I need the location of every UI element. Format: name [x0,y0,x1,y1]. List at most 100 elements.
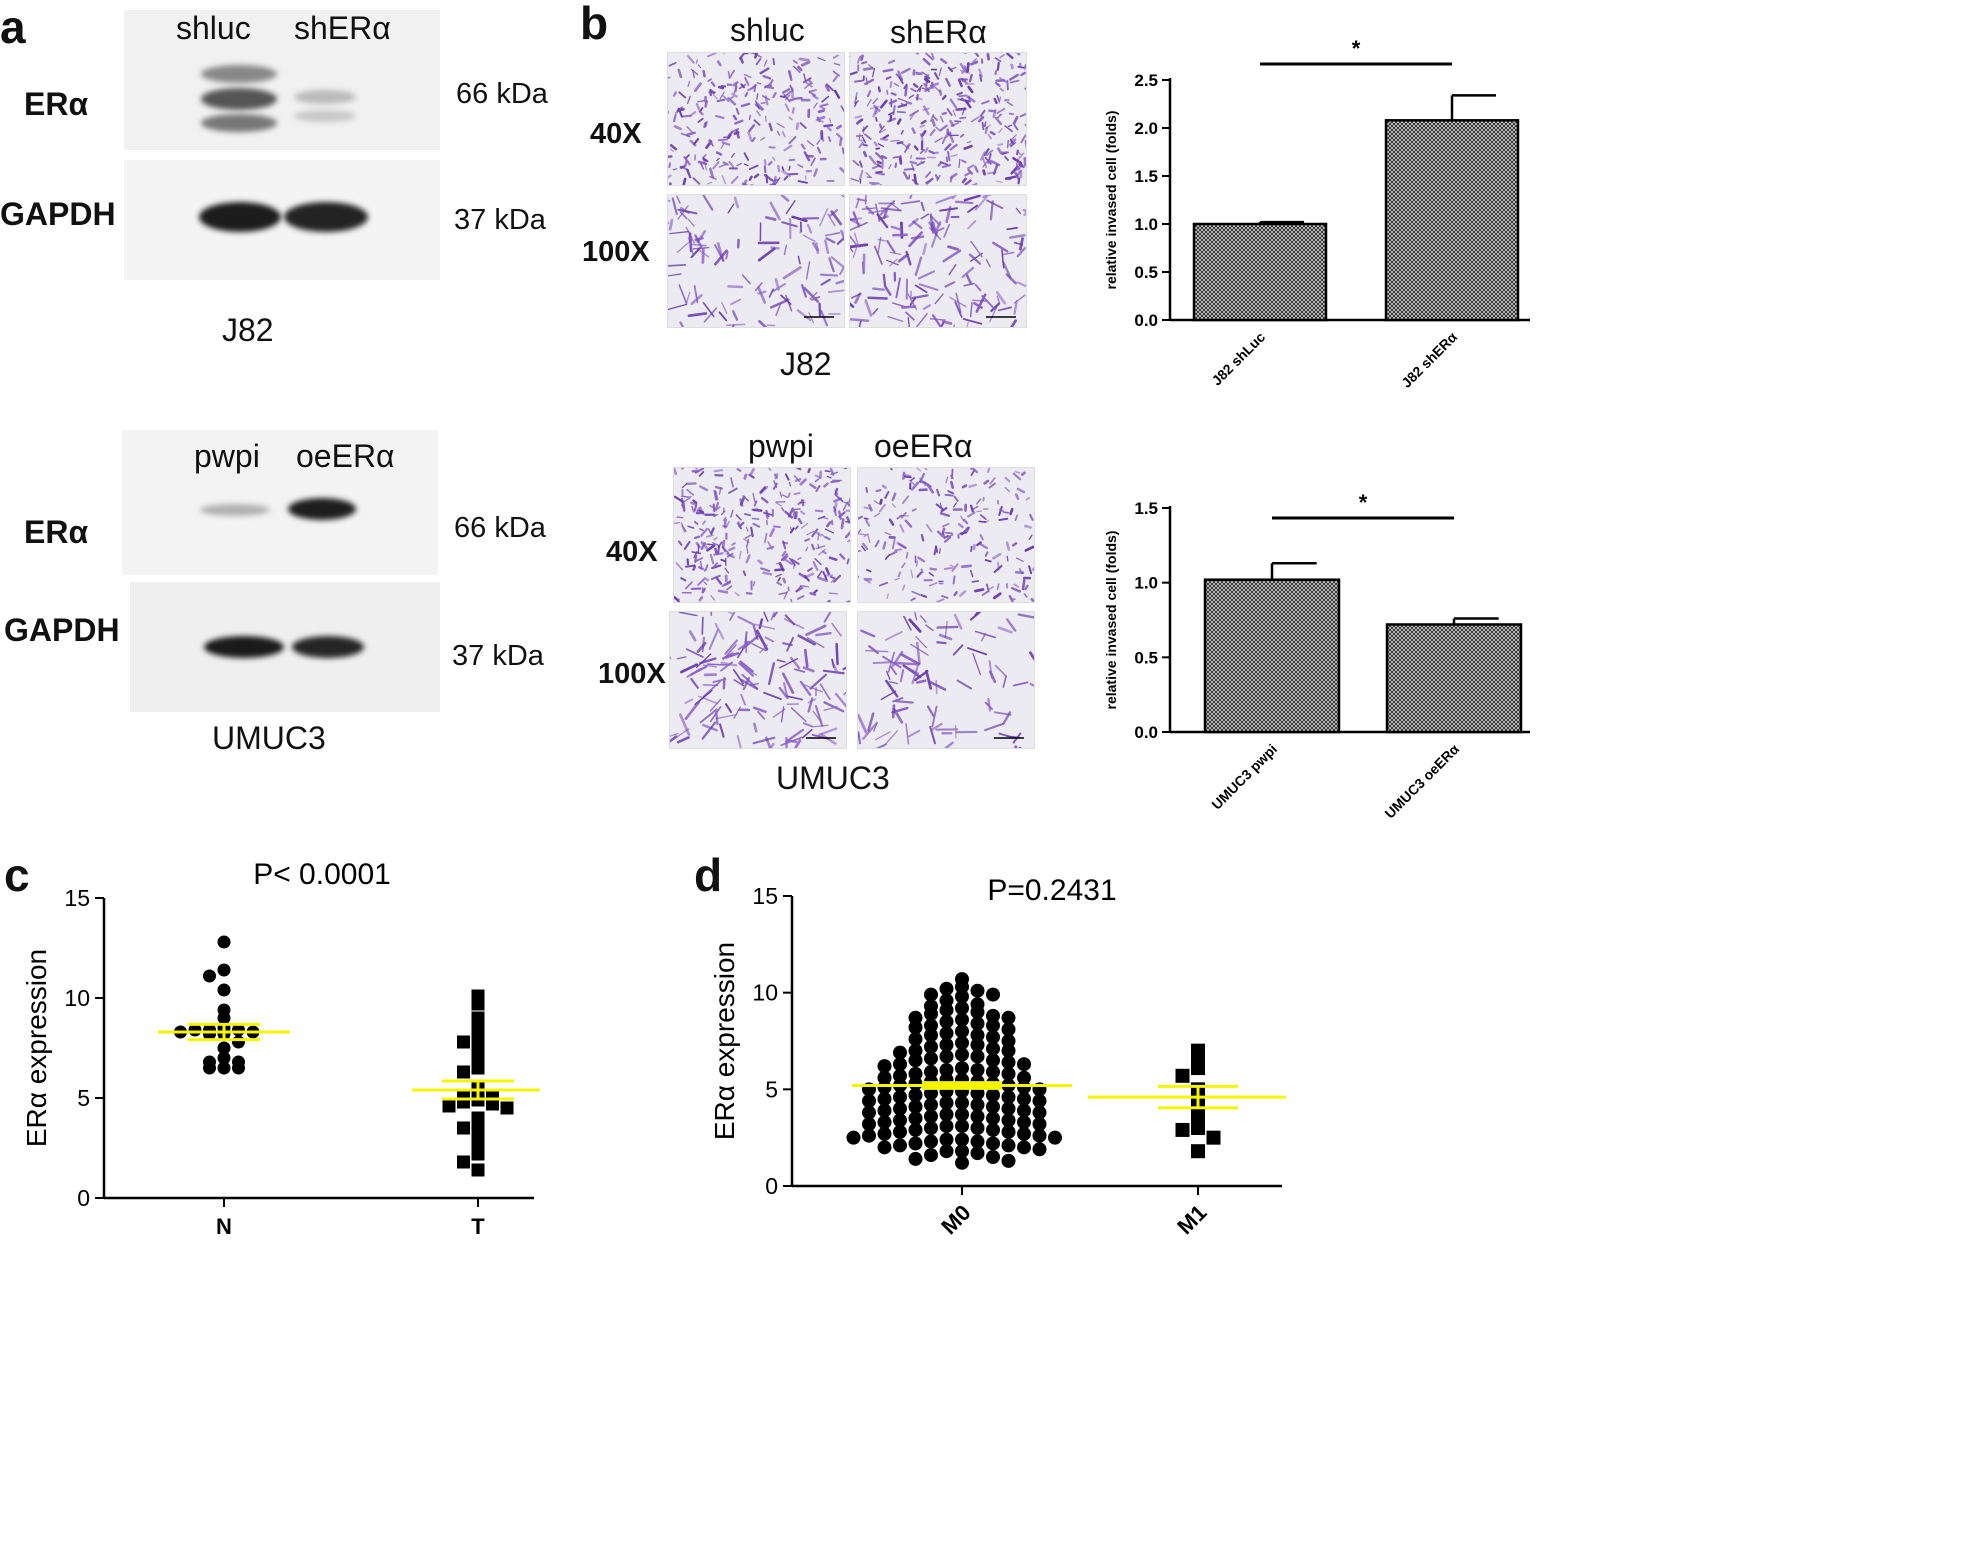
data-point [970,1005,985,1019]
data-point [970,1016,985,1031]
cell-line-label: UMUC3 [212,720,326,756]
data-point [986,1088,1000,1103]
data-point [486,1097,499,1111]
protein-label: GAPDH [4,612,120,648]
data-point [877,1103,892,1118]
mw-label: 37 kDa [454,204,546,236]
cell-line-label: UMUC3 [776,760,890,796]
protein-label: ERα [24,86,89,122]
data-point [986,1018,1000,1033]
data-point [217,983,231,997]
magnification-label: 100X [598,658,666,690]
data-point [471,1115,485,1129]
data-point [471,1011,485,1025]
y-tick-label: 10 [64,985,90,1011]
data-point [457,1095,470,1109]
x-tick-label: UMUC3 oeERα [1381,741,1462,822]
data-point [862,1128,876,1143]
data-point [939,1144,954,1159]
data-point [924,1121,938,1135]
data-point [939,1003,954,1018]
data-point [1001,1034,1016,1048]
data-point [908,1066,923,1081]
bar [1203,578,1341,734]
micrograph [673,467,851,603]
data-point [471,1031,485,1045]
bar-chart-umuc3: 0.0 0.5 1.0 1.5 relative invased cell (folds… [1103,490,1530,822]
y-axis-label: relative invased cell (folds) [1103,531,1119,710]
data-point [217,1011,231,1025]
data-point [203,1061,216,1075]
y-axis-label: relative invased cell (folds) [1103,111,1119,290]
data-point [877,1070,892,1085]
data-point [1001,1138,1016,1153]
data-point [924,1006,938,1021]
data-point [908,1032,923,1047]
data-point [877,1140,892,1155]
data-point [877,1126,892,1141]
data-point [908,1076,923,1091]
data-point [924,1134,938,1149]
data-point [217,935,231,949]
lane-label: shluc [176,10,251,46]
scatter-chart-c: P< 0.0001 0 5 10 15 ERα expression N T [21,858,540,1239]
data-point [908,1020,923,1035]
data-point [970,1063,985,1077]
data-point [1001,1066,1016,1081]
data-point [970,1134,985,1149]
data-point [1001,1153,1016,1168]
data-point [1191,1144,1205,1159]
data-point [893,1045,907,1060]
data-point [471,1041,485,1055]
blot-erα-umuc3 [122,430,438,575]
data-point [471,1021,485,1035]
data-point [877,1080,892,1095]
x-tick-label: UMUC3 pwpi [1208,741,1280,813]
data-point [1001,1101,1016,1116]
data-point [955,1047,969,1062]
y-tick-label: 2.0 [1134,119,1158,138]
y-tick-label: 1.5 [1134,499,1158,518]
data-point [955,1095,969,1110]
data-point [939,993,954,1008]
bar-chart-j82: 0.0 0.5 1.0 1.5 2.0 2.5 relative invased cell … [1103,40,1530,391]
data-point [893,1068,907,1083]
micrograph [849,194,1027,328]
data-point [924,1018,938,1033]
data-point [986,1053,1000,1068]
data-point [955,1107,969,1122]
data-point [1001,1124,1016,1139]
data-point [1032,1128,1047,1143]
data-point [986,1122,1000,1137]
data-point [955,979,969,994]
data-point [500,1101,514,1115]
data-point [1032,1093,1047,1108]
chart-title: P=0.2431 [987,874,1116,907]
data-point [471,1147,485,1161]
x-tick-label: M0 [936,1200,975,1239]
mw-label: 66 kDa [456,78,548,110]
data-point [924,1028,938,1043]
panel-letter-c: c [4,849,30,901]
data-point [893,1101,907,1116]
data-point [924,1039,938,1054]
data-point [442,1099,456,1113]
data-point [893,1113,907,1128]
data-point [955,1119,969,1134]
data-point [986,1150,1000,1164]
y-tick-label: 15 [752,883,778,909]
x-tick-label: J82 shERα [1398,329,1460,391]
data-point [908,1043,923,1058]
y-tick-label: 0.0 [1134,723,1158,742]
protein-label: GAPDH [0,196,116,232]
significance-mark: * [1359,490,1368,515]
y-tick-label: 0 [765,1173,778,1199]
y-tick-label: 1.5 [1134,167,1158,186]
blot-erα-j82 [124,10,440,150]
data-point [939,1063,954,1077]
condition-label: shERα [890,14,987,50]
y-tick-label: 5 [765,1076,778,1102]
data-point [1032,1117,1047,1132]
data-point [986,987,1000,1002]
data-point [1001,1055,1016,1070]
